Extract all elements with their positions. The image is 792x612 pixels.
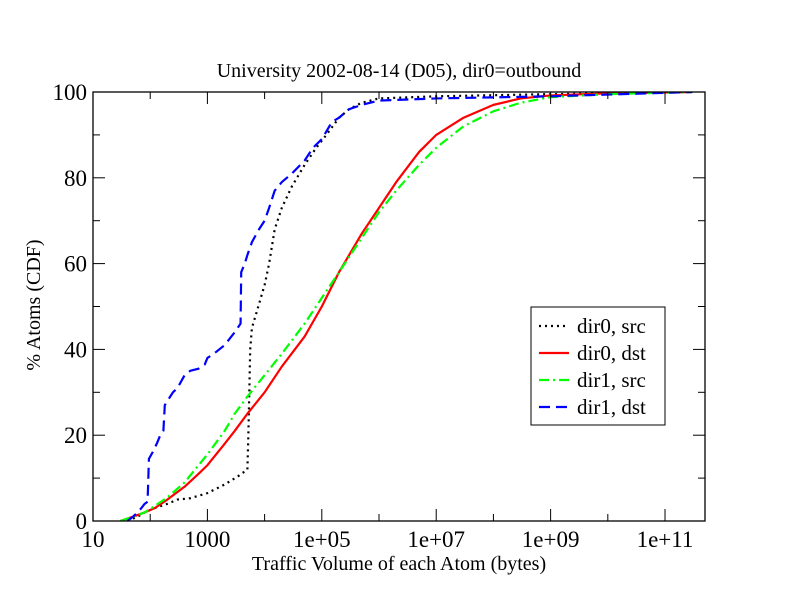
series-line-4	[126, 92, 693, 521]
y-tick-label: 20	[64, 423, 87, 448]
x-tick-label: 1e+09	[522, 527, 580, 552]
x-tick-label: 1e+07	[407, 527, 465, 552]
legend-label-1: dir0, src	[577, 314, 646, 338]
y-tick-label: 40	[64, 337, 87, 362]
y-tick-label: 100	[53, 80, 88, 105]
series-layer	[119, 92, 693, 521]
legend-box	[530, 306, 666, 426]
legend-label-2: dir0, dst	[577, 341, 646, 365]
x-axis-label: Traffic Volume of each Atom (bytes)	[252, 553, 546, 575]
x-tick-label: 1000	[184, 527, 230, 552]
y-tick-label: 60	[64, 252, 87, 277]
series-line-3	[119, 92, 693, 521]
y-tick-label: 80	[64, 166, 87, 191]
legend: dir0, src dir0, dst dir1, src dir1, dst	[530, 306, 666, 426]
axes: 10 1000 1e+05 1e+07 1e+09 1e+11 0 20 40 60 80 100	[53, 80, 706, 552]
x-tick-label: 1e+11	[637, 527, 694, 552]
x-tick-label: 10	[82, 527, 105, 552]
legend-label-3: dir1, src	[577, 368, 646, 392]
legend-label-4: dir1, dst	[577, 395, 646, 419]
y-tick-label: 0	[76, 509, 88, 534]
x-tick-label: 1e+05	[293, 527, 351, 552]
series-line-2	[119, 92, 693, 521]
y-axis-label: % Atoms (CDF)	[23, 239, 45, 370]
chart-title: University 2002-08-14 (D05), dir0=outbou…	[217, 60, 582, 82]
